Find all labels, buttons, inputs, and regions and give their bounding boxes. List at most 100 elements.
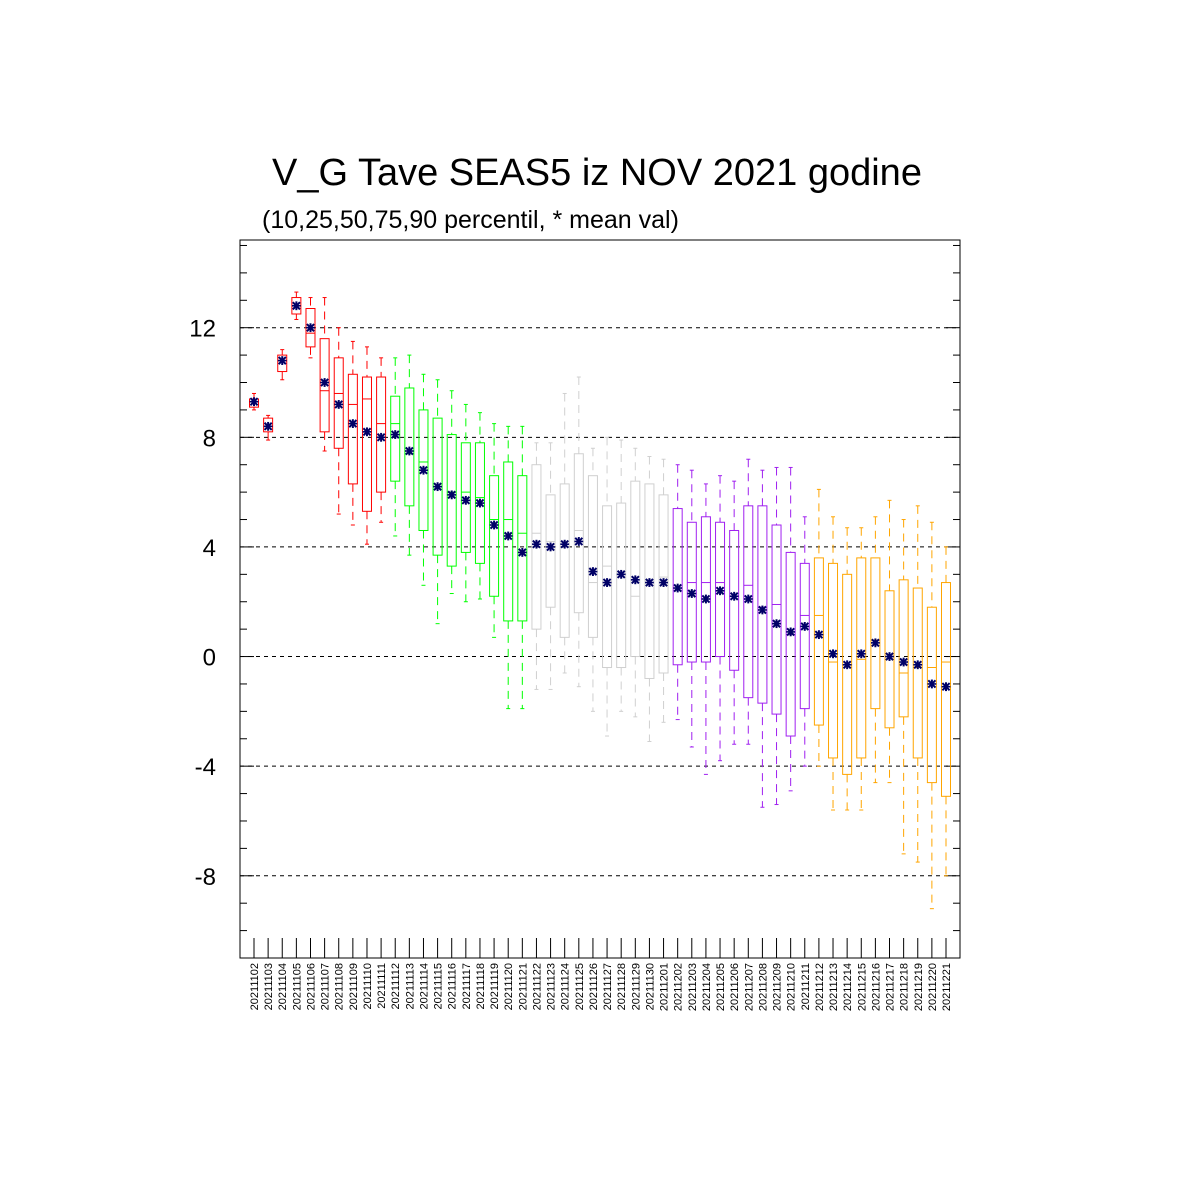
box-series [249, 291, 951, 910]
mean-marker [828, 649, 838, 659]
box-20211208 [757, 469, 768, 808]
iqr-box [757, 505, 768, 704]
box-20211126 [587, 447, 598, 712]
box-20211210 [785, 466, 796, 792]
x-tick-label: 20211217 [885, 963, 897, 1011]
iqr-box [700, 516, 711, 663]
y-tick-label: 8 [203, 425, 216, 452]
mean-marker [913, 660, 923, 670]
box-20211121 [517, 425, 528, 710]
x-tick-label: 20211129 [630, 963, 642, 1010]
mean-marker [249, 397, 259, 407]
x-tick-label: 20211215 [856, 963, 868, 1011]
x-tick-label: 20211102 [249, 963, 261, 1010]
iqr-box [474, 442, 485, 564]
box-20211128 [616, 439, 627, 712]
x-tick-label: 20211118 [475, 963, 487, 1010]
box-20211205 [715, 475, 726, 762]
mean-marker [404, 446, 414, 456]
mean-marker [532, 539, 541, 549]
mean-marker [475, 498, 485, 508]
mean-marker [263, 421, 273, 431]
mean-marker [758, 605, 767, 615]
box-20211119 [489, 423, 500, 638]
x-tick-label: 20211221 [941, 963, 953, 1011]
mean-marker [856, 649, 866, 659]
mean-marker [899, 657, 909, 667]
box-20211215 [856, 527, 867, 811]
iqr-box [941, 582, 951, 797]
box-20211114 [418, 373, 429, 586]
mean-marker [574, 537, 584, 546]
box-20211211 [799, 516, 810, 767]
box-20211109 [347, 340, 358, 526]
iqr-box [743, 505, 754, 699]
mean-marker [489, 520, 499, 530]
box-20211124 [559, 392, 570, 674]
box-20211118 [474, 412, 485, 600]
x-tick-label: 20211205 [715, 963, 727, 1011]
mean-marker [743, 594, 753, 604]
box-20211110 [361, 346, 372, 545]
iqr-box [587, 475, 598, 638]
x-axis: 20211102 20211103 20211104 20211105 20211106… [249, 938, 953, 1011]
x-tick-label: 20211201 [659, 963, 671, 1011]
x-tick-label: 20211103 [263, 963, 275, 1010]
x-tick-label: 20211125 [574, 963, 586, 1010]
mean-marker [885, 652, 894, 661]
mean-marker [701, 594, 711, 604]
box-20211207 [743, 458, 754, 745]
iqr-box [263, 417, 274, 433]
box-20211221 [941, 546, 951, 877]
x-tick-label: 20211123 [546, 963, 558, 1010]
x-tick-label: 20211203 [687, 963, 699, 1011]
mean-marker [602, 578, 612, 587]
box-20211201 [658, 458, 669, 723]
mean-marker [291, 301, 301, 311]
x-tick-label: 20211130 [644, 963, 656, 1010]
mean-marker [588, 567, 598, 576]
mean-marker [306, 323, 315, 333]
iqr-box [361, 376, 372, 512]
box-20211106 [305, 297, 316, 359]
iqr-box [630, 480, 641, 658]
box-20211209 [771, 466, 782, 806]
mean-marker [503, 531, 513, 541]
box-20211214 [842, 527, 853, 811]
iqr-box [602, 505, 613, 669]
box-20211212 [813, 488, 824, 767]
x-tick-label: 20211105 [291, 963, 303, 1010]
y-tick-label: -4 [195, 754, 216, 781]
iqr-box [446, 434, 457, 567]
x-tick-label: 20211121 [517, 963, 529, 1010]
iqr-box [672, 508, 683, 666]
mean-marker [433, 482, 442, 492]
box-20211203 [686, 469, 697, 748]
y-tick-label: 4 [203, 535, 216, 562]
box-20211216 [870, 516, 881, 784]
iqr-box [729, 529, 740, 671]
x-tick-label: 20211128 [616, 963, 628, 1010]
x-tick-label: 20211212 [814, 963, 826, 1011]
y-tick-label: 12 [189, 316, 216, 343]
box-20211102 [249, 392, 259, 411]
iqr-box [898, 579, 909, 718]
iqr-box [418, 409, 429, 531]
x-tick-label: 20211208 [757, 963, 769, 1011]
mean-marker [786, 627, 796, 637]
box-20211125 [573, 376, 584, 688]
iqr-box [799, 562, 810, 710]
iqr-box [573, 453, 584, 614]
iqr-box [390, 395, 401, 482]
x-tick-label: 20211106 [305, 963, 317, 1010]
x-tick-label: 20211214 [842, 963, 854, 1011]
iqr-box [489, 475, 500, 597]
mean-marker [927, 679, 937, 689]
mean-marker [419, 465, 428, 475]
box-20211117 [460, 403, 471, 603]
box-20211204 [700, 483, 711, 775]
mean-marker [517, 548, 527, 557]
iqr-box [870, 557, 881, 710]
x-tick-label: 20211104 [277, 963, 289, 1010]
